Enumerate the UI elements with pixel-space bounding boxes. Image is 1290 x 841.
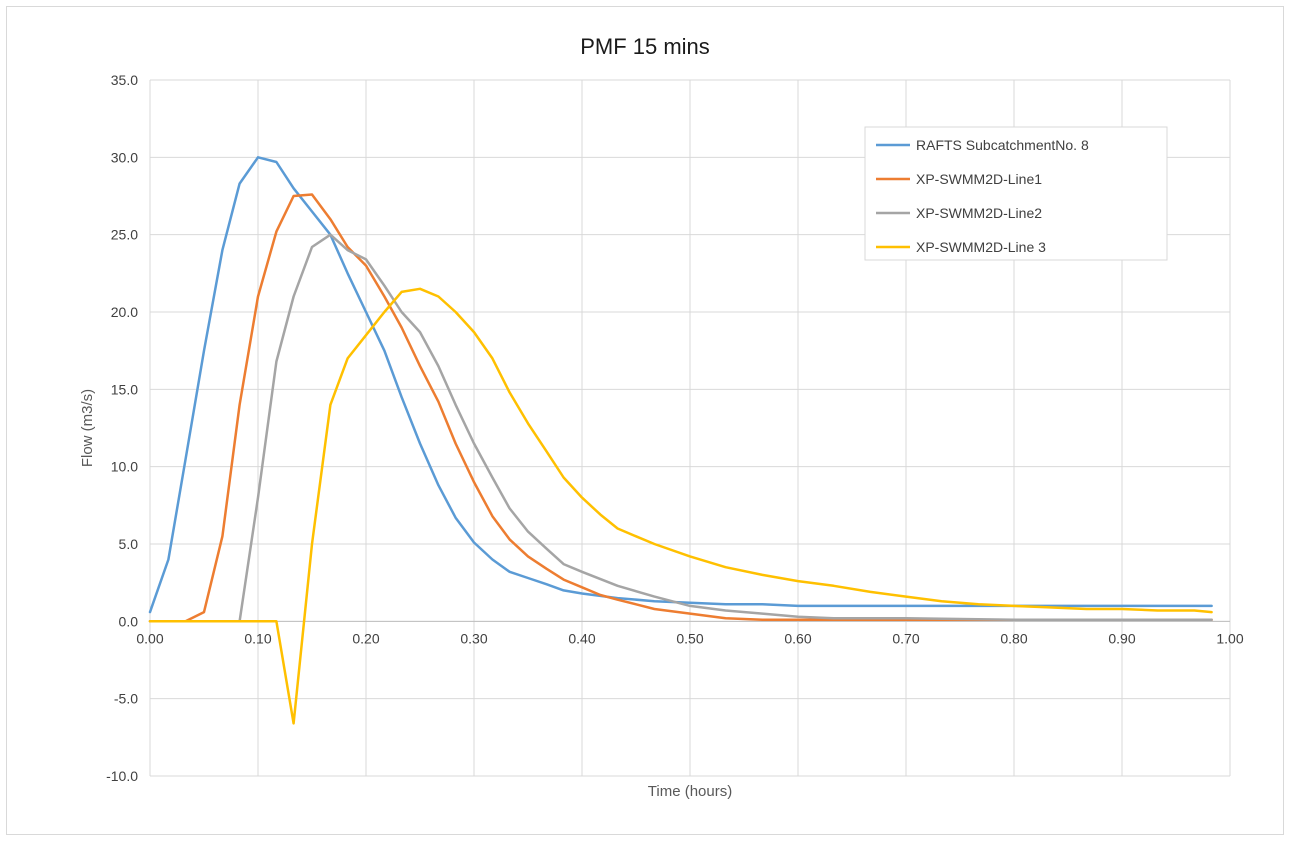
x-tick-label: 0.10 [244,630,271,646]
y-tick-label: -10.0 [106,768,138,784]
x-axis-ticks: 0.00 0.10 0.20 0.30 0.40 0.50 0.60 0.70 0.80 0.90… [136,630,1243,646]
y-tick-label: 20.0 [111,304,138,320]
y-tick-label: 25.0 [111,227,138,243]
y-axis-ticks: 35.0 30.0 25.0 20.0 15.0 10.0 5.0 0.0 -5.0 -10.0 [106,72,138,784]
y-axis-label: Flow (m3/s) [79,389,96,467]
series-line-1 [148,156,1213,614]
legend-label: XP-SWMM2D-Line1 [916,171,1042,187]
y-tick-label: 0.0 [119,613,139,629]
chart-title: PMF 15 mins [580,34,710,59]
series-lines [148,156,1213,725]
y-tick-label: 15.0 [111,381,138,397]
y-tick-label: 30.0 [111,149,138,165]
y-tick-label: 35.0 [111,72,138,88]
series-line-4 [148,287,1213,725]
y-tick-label: 10.0 [111,459,138,475]
legend-label: RAFTS SubcatchmentNo. 8 [916,137,1089,153]
x-tick-label: 0.90 [1108,630,1135,646]
gridlines [149,79,1231,777]
x-tick-label: 0.50 [676,630,703,646]
series-line-2 [148,193,1213,623]
x-tick-label: 0.20 [352,630,379,646]
legend-label: XP-SWMM2D-Line 3 [916,239,1046,255]
y-tick-label: -5.0 [114,691,138,707]
x-tick-label: 0.60 [784,630,811,646]
x-tick-label: 0.00 [136,630,163,646]
x-axis-label: Time (hours) [648,783,732,800]
legend-label: XP-SWMM2D-Line2 [916,205,1042,221]
x-tick-label: 0.30 [460,630,487,646]
legend-box [864,126,1168,261]
series-line-3 [148,233,1213,623]
x-tick-label: 0.80 [1000,630,1027,646]
y-tick-label: 5.0 [119,536,139,552]
x-tick-label: 0.70 [892,630,919,646]
legend: RAFTS SubcatchmentNo. 8 XP-SWMM2D-Line1 XP… [864,126,1168,261]
x-tick-label: 0.40 [568,630,595,646]
x-tick-label: 1.00 [1216,630,1243,646]
